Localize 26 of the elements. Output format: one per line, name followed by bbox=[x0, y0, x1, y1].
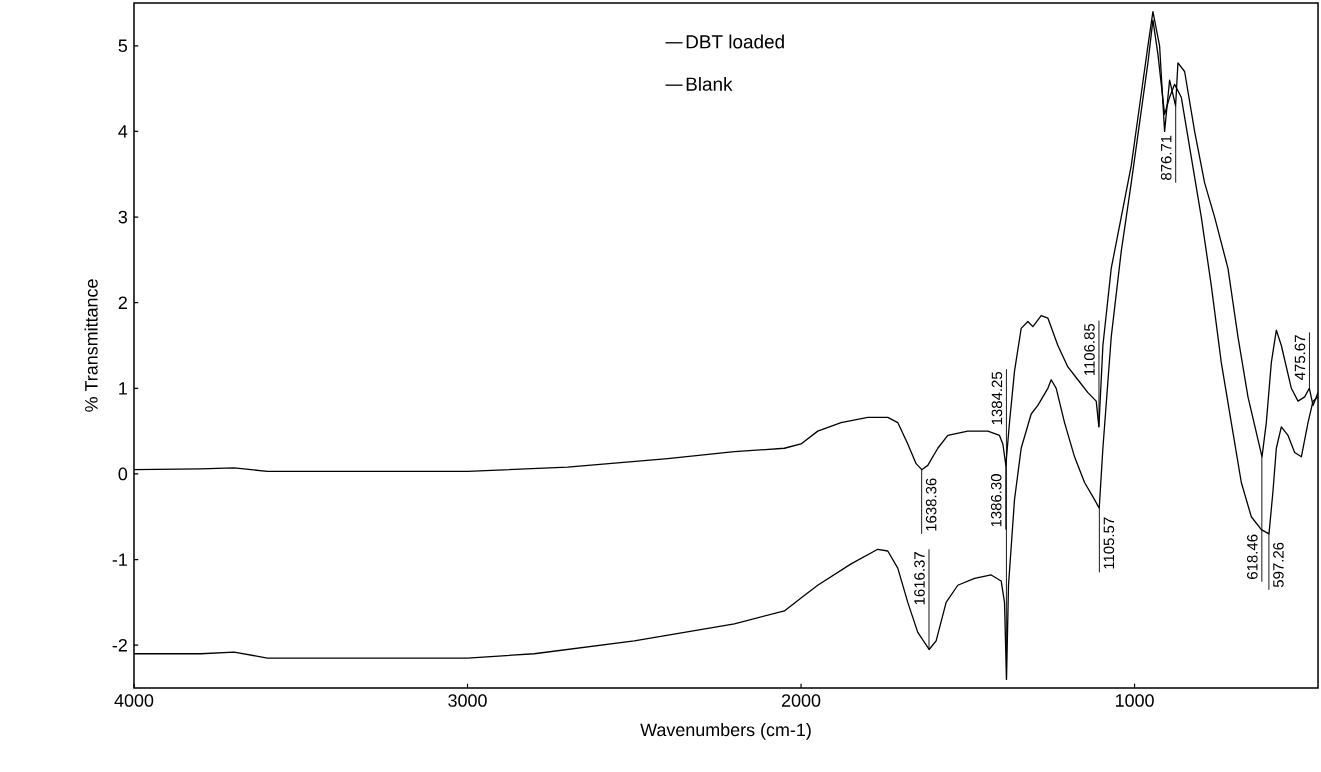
annotation: 876.71 bbox=[1160, 135, 1172, 180]
annotation: 597.26 bbox=[1273, 542, 1284, 588]
y-tick-label: 0 bbox=[118, 467, 128, 481]
annotation: 475.67 bbox=[1294, 335, 1306, 380]
x-tick-label: 3000 bbox=[448, 694, 487, 707]
x-tick-label: 2000 bbox=[782, 694, 821, 707]
y-tick-label: -2 bbox=[112, 638, 127, 652]
annotation: 1386.30 bbox=[990, 474, 1002, 527]
y-tick-label: 5 bbox=[118, 39, 128, 53]
y-tick-label: -1 bbox=[112, 553, 127, 566]
annotation: 1105.57 bbox=[1103, 517, 1115, 569]
legend-label: DBT loaded bbox=[686, 34, 784, 49]
legend-label: Blank bbox=[686, 76, 733, 91]
x-axis-title: Wavenumbers (cm-1) bbox=[640, 723, 811, 740]
y-tick-label: 4 bbox=[118, 125, 128, 138]
x-tick-label: 4000 bbox=[114, 694, 154, 707]
annotation: 1638.36 bbox=[925, 478, 937, 531]
y-tick-label: 2 bbox=[118, 296, 127, 309]
y-axis-title: % Transmittance bbox=[84, 279, 98, 412]
annotation: 1106.85 bbox=[1084, 323, 1095, 376]
y-tick-label: 3 bbox=[118, 210, 128, 224]
y-tick-label: 1 bbox=[119, 382, 127, 395]
annotation: 1616.37 bbox=[914, 552, 925, 605]
x-tick-label: 1000 bbox=[1115, 694, 1154, 707]
annotation: 1384.25 bbox=[991, 371, 1003, 425]
annotation: 618.46 bbox=[1247, 534, 1258, 579]
